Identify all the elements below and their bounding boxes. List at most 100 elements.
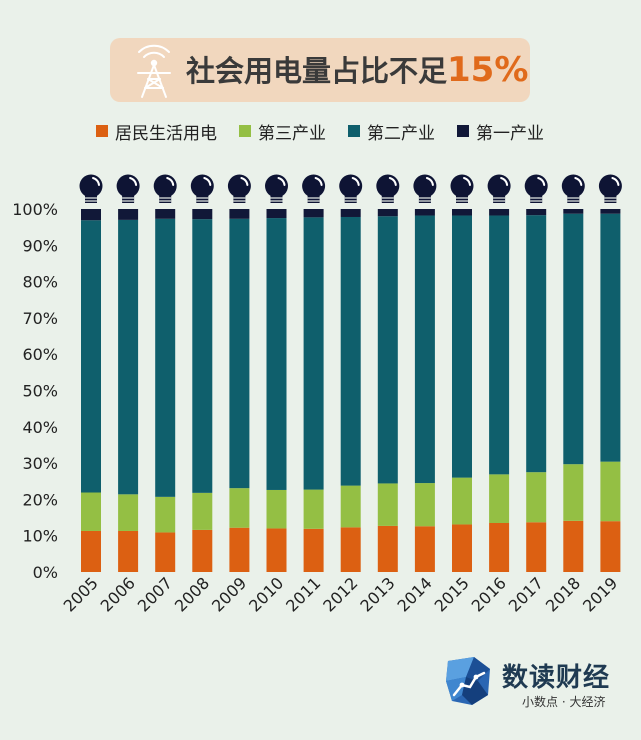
x-tick-label: 2017 (505, 573, 547, 615)
light-bulb-icon (302, 174, 326, 203)
light-bulb-icon (153, 174, 177, 203)
bar-segment (266, 209, 287, 219)
y-tick-label: 100% (12, 200, 58, 219)
bar-segment (303, 528, 324, 572)
light-bulb-icon (487, 174, 511, 203)
brand-block: 数读财经 小数点 · 大经济 (444, 655, 634, 717)
light-bulb-icon (524, 174, 548, 203)
bar-segment (192, 529, 213, 572)
x-tick-label: 2015 (431, 573, 473, 615)
legend-label-residential: 居民生活用电 (115, 123, 217, 144)
bar-segment (340, 216, 361, 486)
bar-segment (600, 521, 621, 572)
bar-segment (118, 219, 139, 495)
x-tick-label: 2018 (542, 573, 584, 615)
x-tick-label: 2007 (134, 573, 176, 615)
x-tick-label: 2014 (394, 573, 436, 615)
bar-segment (155, 218, 176, 497)
bar-segment (600, 213, 621, 462)
y-tick-label: 20% (22, 490, 58, 509)
stacked-bar-chart: 0%10%20%30%40%50%60%70%80%90%100%2005200… (12, 174, 622, 616)
bar-segment (303, 217, 324, 490)
bar-segment (155, 209, 176, 219)
light-bulb-icon (116, 174, 140, 203)
legend-label-tertiary: 第三产业 (258, 123, 326, 144)
bar-segment (155, 532, 176, 572)
bar-segment (192, 209, 213, 220)
bar-segment (377, 209, 398, 217)
map-logo-icon (446, 657, 490, 705)
title-highlight-text: 15% (447, 50, 529, 90)
bar-segment (229, 488, 250, 528)
y-tick-label: 90% (22, 236, 58, 255)
bar-segment (81, 209, 101, 221)
legend-label-primary: 第一产业 (476, 123, 544, 144)
legend-swatch-primary (457, 125, 469, 137)
title-main-text: 社会用电量占比不足 (186, 54, 448, 88)
x-tick-label: 2010 (245, 573, 287, 615)
bar-segment (266, 489, 287, 529)
bar-segment (118, 209, 139, 220)
legend-label-secondary: 第二产业 (367, 123, 435, 144)
chart-legend: 居民生活用电 第三产业 第二产业 第一产业 (96, 119, 566, 144)
legend-swatch-secondary (348, 125, 360, 137)
light-bulb-icon (79, 174, 103, 203)
bar-segment (303, 489, 324, 529)
bar-segment (155, 496, 176, 533)
bar-segment (563, 213, 584, 465)
bar-segment (192, 492, 213, 530)
x-tick-label: 2006 (97, 573, 139, 615)
light-bulb-icon (265, 174, 288, 203)
bar-segment (118, 494, 139, 531)
light-bulb-icon (190, 174, 214, 203)
bar-segment (452, 477, 472, 525)
bar-segment (452, 209, 472, 216)
x-tick-label: 2016 (468, 573, 510, 615)
page-title: 社会用电量占比不足15% (186, 38, 528, 102)
legend-swatch-residential (96, 125, 108, 137)
bar-segment (377, 216, 398, 484)
bar-segment (452, 215, 472, 478)
y-tick-label: 70% (22, 309, 58, 328)
bar-segment (303, 209, 324, 218)
light-bulb-icon (376, 174, 400, 203)
light-bulb-icon (339, 174, 363, 203)
bar-segment (377, 525, 398, 572)
y-tick-label: 80% (22, 273, 58, 292)
bar-segment (340, 485, 361, 528)
bar-segment (81, 220, 101, 493)
legend-swatch-tertiary (239, 125, 251, 137)
y-tick-label: 10% (22, 527, 58, 546)
bar-segment (414, 483, 435, 527)
x-tick-label: 2012 (319, 573, 361, 615)
light-bulb-icon (227, 174, 251, 203)
transmission-tower-icon (137, 44, 171, 98)
bar-segment (489, 474, 510, 523)
y-tick-label: 40% (22, 418, 58, 437)
bar-segment (340, 209, 361, 217)
x-tick-label: 2011 (282, 573, 324, 615)
bar-segment (489, 209, 510, 216)
bar-segment (414, 209, 435, 216)
legend-item-residential: 居民生活用电 (96, 119, 217, 144)
x-tick-label: 2019 (579, 573, 621, 615)
legend-item-primary: 第一产业 (457, 119, 544, 144)
y-tick-label: 30% (22, 454, 58, 473)
brand-name: 数读财经 (502, 663, 611, 693)
bar-segment (229, 527, 250, 572)
bar-segment (118, 530, 139, 572)
bar-segment (452, 524, 472, 572)
light-bulb-icon (413, 174, 437, 203)
legend-item-secondary: 第二产业 (348, 119, 435, 144)
bar-segment (414, 526, 435, 572)
bar-segment (81, 492, 101, 531)
bar-segment (266, 528, 287, 572)
bar-segment (526, 215, 547, 473)
bar-segment (526, 472, 547, 523)
y-tick-label: 0% (33, 563, 58, 582)
bar-segment (340, 527, 361, 572)
light-bulb-icon (450, 174, 474, 203)
light-bulb-icon (561, 174, 585, 203)
title-banner: 社会用电量占比不足15% (110, 38, 530, 102)
y-tick-label: 50% (22, 382, 58, 401)
